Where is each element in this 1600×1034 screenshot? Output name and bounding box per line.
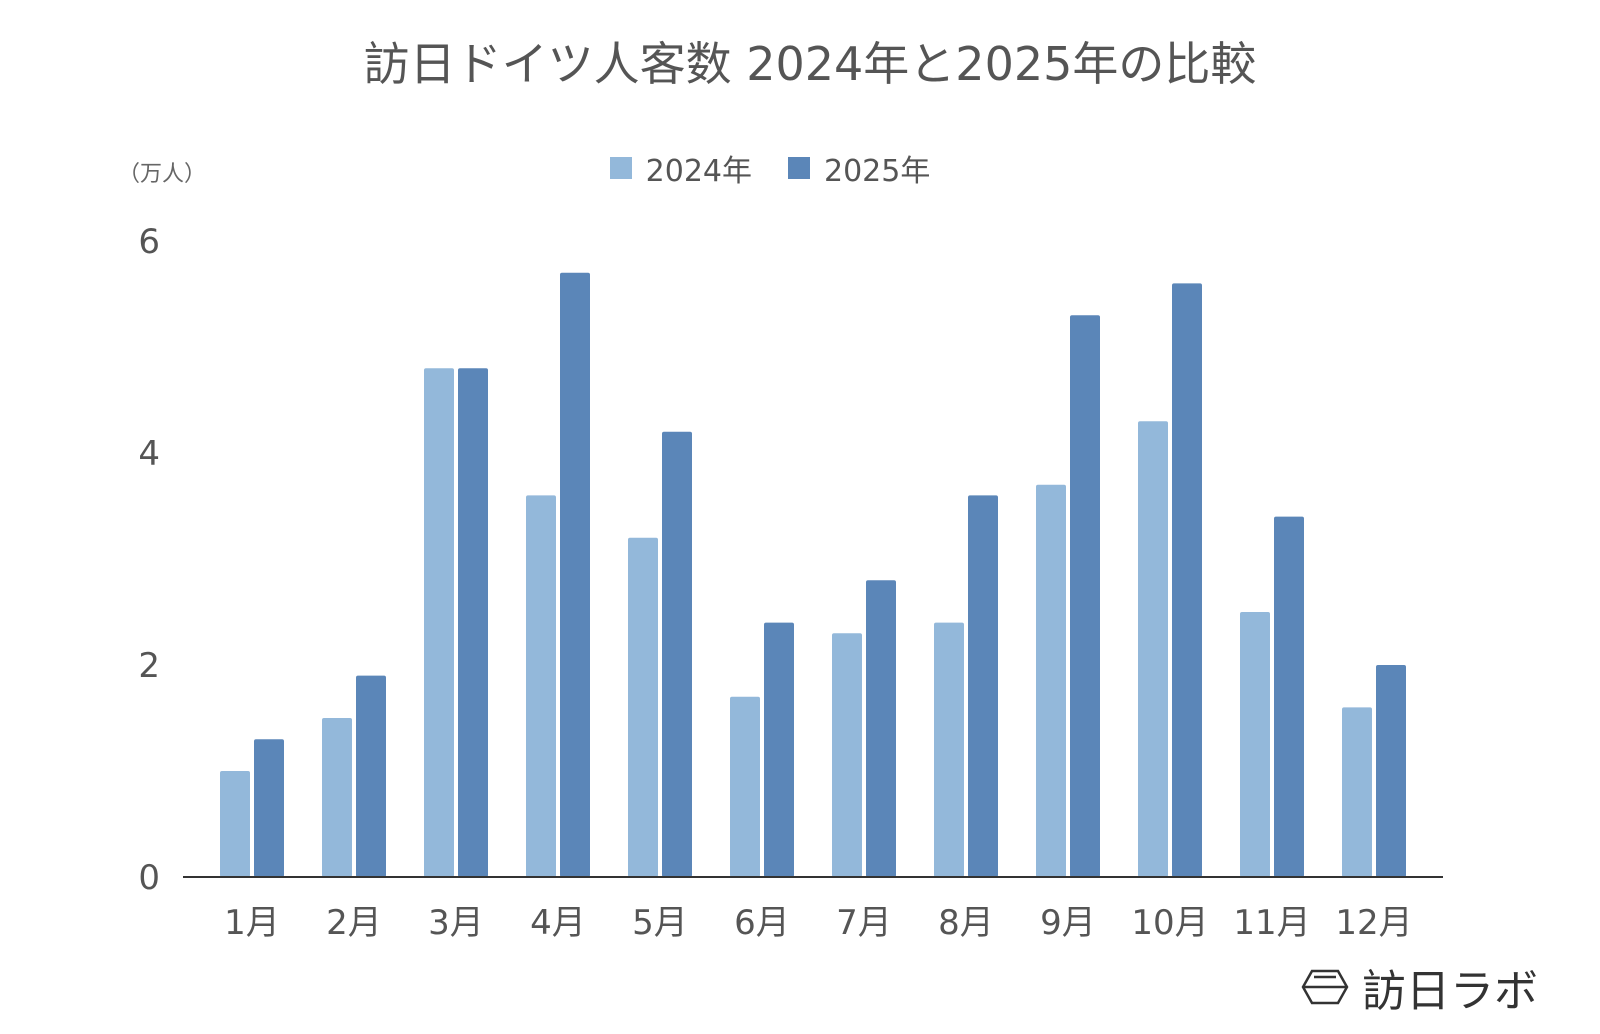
- x-tick-label: 8月: [938, 903, 994, 943]
- bar-2024年-4月: [526, 495, 556, 877]
- x-tick-label: 3月: [428, 903, 484, 943]
- y-tick-label: 0: [138, 858, 160, 898]
- bar-2024年-12月: [1342, 707, 1372, 877]
- bar-2025年-10月: [1172, 283, 1202, 877]
- x-tick-label: 4月: [530, 903, 586, 943]
- y-tick-label: 4: [138, 434, 160, 474]
- bar-2024年-5月: [628, 537, 658, 877]
- x-tick-label: 5月: [632, 903, 688, 943]
- x-tick-label: 7月: [836, 903, 892, 943]
- bar-2025年-3月: [458, 368, 488, 877]
- x-tick-label: 10月: [1131, 903, 1208, 943]
- bar-2025年-1月: [254, 739, 284, 877]
- bar-2025年-9月: [1070, 315, 1100, 877]
- logo-icon: [1301, 969, 1349, 1005]
- x-tick-label: 6月: [734, 903, 790, 943]
- bar-2024年-6月: [730, 696, 760, 877]
- legend: 2024年 2025年: [0, 146, 1540, 190]
- bar-2025年-12月: [1376, 665, 1406, 877]
- x-tick-label: 2月: [326, 903, 382, 943]
- legend-label: 2025年: [824, 154, 931, 189]
- bar-2025年-6月: [764, 622, 794, 877]
- bar-2025年-5月: [662, 431, 692, 877]
- y-tick-label: 6: [138, 222, 160, 262]
- legend-swatch: [609, 157, 632, 179]
- logo: 訪日ラボ: [1300, 955, 1538, 1019]
- bar-2024年-2月: [322, 718, 352, 877]
- legend-swatch: [788, 157, 810, 179]
- bar-2025年-4月: [560, 272, 590, 877]
- x-tick-label: 9月: [1040, 903, 1096, 943]
- bar-2025年-8月: [968, 495, 998, 877]
- bar-2024年-9月: [1036, 484, 1066, 877]
- x-tick-label: 11月: [1233, 903, 1310, 943]
- bar-2024年-7月: [832, 633, 862, 877]
- y-tick-label: 2: [138, 646, 160, 686]
- bar-2024年-11月: [1240, 612, 1270, 877]
- legend-item-2025: 2025年: [788, 146, 930, 190]
- bar-2024年-1月: [220, 771, 250, 877]
- x-tick-label: 12月: [1335, 903, 1412, 943]
- logo-text: 訪日ラボ: [1362, 966, 1538, 1017]
- bar-2025年-2月: [356, 675, 386, 877]
- bar-2024年-10月: [1138, 421, 1168, 877]
- bar-2024年-3月: [424, 368, 454, 877]
- bar-2025年-7月: [866, 580, 896, 877]
- chart-title: 訪日ドイツ人客数 2024年と2025年の比較: [363, 37, 1257, 91]
- y-axis-unit: （万人）: [118, 162, 207, 187]
- legend-item-2024: 2024年: [609, 146, 752, 190]
- legend-label: 2024年: [645, 154, 752, 189]
- bar-2025年-11月: [1274, 516, 1304, 877]
- bar-2024年-8月: [934, 622, 964, 877]
- x-tick-label: 1月: [224, 903, 280, 943]
